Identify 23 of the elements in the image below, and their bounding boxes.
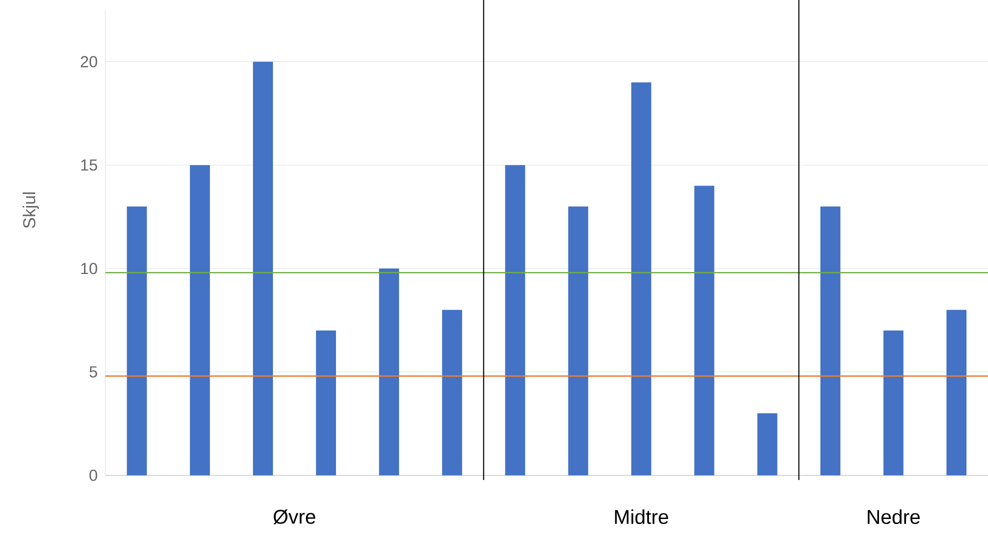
bar <box>190 165 210 476</box>
text: Midtre <box>615 509 668 524</box>
bar <box>883 330 904 476</box>
bar <box>631 82 652 476</box>
bar <box>379 268 400 476</box>
text: Nedre <box>868 509 920 524</box>
y-tick-label: 0 <box>90 470 98 481</box>
bar <box>126 206 147 476</box>
bar <box>505 165 526 476</box>
bar <box>316 330 336 476</box>
bar <box>820 206 840 476</box>
bar <box>946 310 966 476</box>
y-axis-title: Skjul <box>22 192 39 228</box>
bar <box>694 186 714 476</box>
bar <box>757 413 778 476</box>
y-tick-label: 10 <box>81 262 98 274</box>
bar <box>252 62 273 476</box>
y-tick-label: 5 <box>90 366 98 378</box>
y-tick-label: 20 <box>80 56 98 68</box>
y-tick-label: 15 <box>81 160 98 171</box>
text: Øvre <box>274 509 316 524</box>
bar <box>568 206 588 476</box>
bar <box>442 310 462 476</box>
